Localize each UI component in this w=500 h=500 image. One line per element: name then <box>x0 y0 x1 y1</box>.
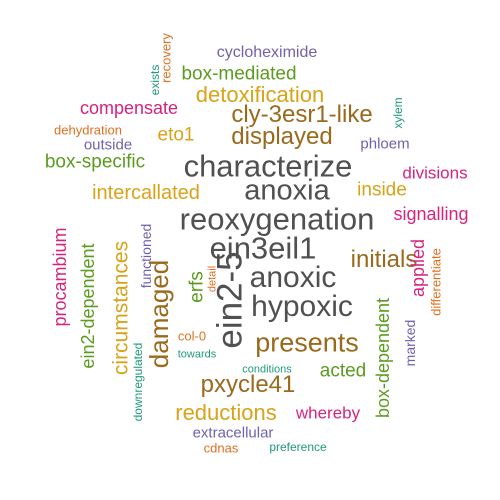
word-box-dependent: box-dependent <box>373 297 393 419</box>
word-erfs: erfs <box>186 271 208 303</box>
word-reductions: reductions <box>175 400 277 425</box>
word-cly-3esr1-like: cly-3esr1-like <box>231 101 373 128</box>
word-hypoxic: hypoxic <box>251 290 353 323</box>
word-circumstances: circumstances <box>109 240 133 376</box>
word-col-0: col-0 <box>177 328 207 344</box>
word-intercallated: intercallated <box>92 182 200 204</box>
word-inside: inside <box>357 179 407 201</box>
word-displayed: displayed <box>231 123 333 150</box>
word-downregulated: downregulated <box>131 342 145 422</box>
word-divisions: divisions <box>402 163 468 183</box>
word-preference: preference <box>269 440 327 454</box>
word-presents: presents <box>255 327 359 358</box>
word-cycloheximide: cycloheximide <box>216 44 318 61</box>
word-ein3eil1: ein3eil1 <box>209 230 317 266</box>
word-reoxygenation: reoxygenation <box>179 201 375 237</box>
word-procambium: procambium <box>50 227 70 327</box>
word-conditions: conditions <box>242 363 292 376</box>
word-pxycle41: pxycle41 <box>200 371 296 398</box>
word-differentiate: differentiate <box>428 248 444 316</box>
word-anoxic: anoxic <box>249 261 337 294</box>
word-initials: initials <box>350 246 418 273</box>
word-detoxification: detoxification <box>195 82 325 107</box>
word-anoxia: anoxia <box>244 174 330 207</box>
word-compensate: compensate <box>79 98 179 118</box>
word-detail: detail <box>206 265 219 293</box>
word-extracellular: extracellular <box>192 424 274 442</box>
word-acted: acted <box>319 360 367 382</box>
word-xylem: xylem <box>391 97 405 129</box>
word-dehydration: dehydration <box>54 122 122 138</box>
word-outside: outside <box>83 136 133 154</box>
word-towards: towards <box>177 348 217 361</box>
word-marked: marked <box>402 319 418 367</box>
word-box-specific: box-specific <box>44 151 146 173</box>
word-characterize: characterize <box>183 148 353 184</box>
word-recovery: recovery <box>158 33 174 83</box>
word-signalling: signalling <box>393 204 469 224</box>
word-whereby: whereby <box>295 403 361 423</box>
word-phloem: phloem <box>360 135 410 153</box>
word-eto1: eto1 <box>157 124 195 146</box>
word-applied: applied <box>408 238 428 298</box>
word-box-mediated: box-mediated <box>181 63 297 85</box>
word-ein2-dependent: ein2-dependent <box>78 243 98 369</box>
word-cdnas: cdnas <box>203 440 239 456</box>
word-functioned: functioned <box>138 223 154 289</box>
